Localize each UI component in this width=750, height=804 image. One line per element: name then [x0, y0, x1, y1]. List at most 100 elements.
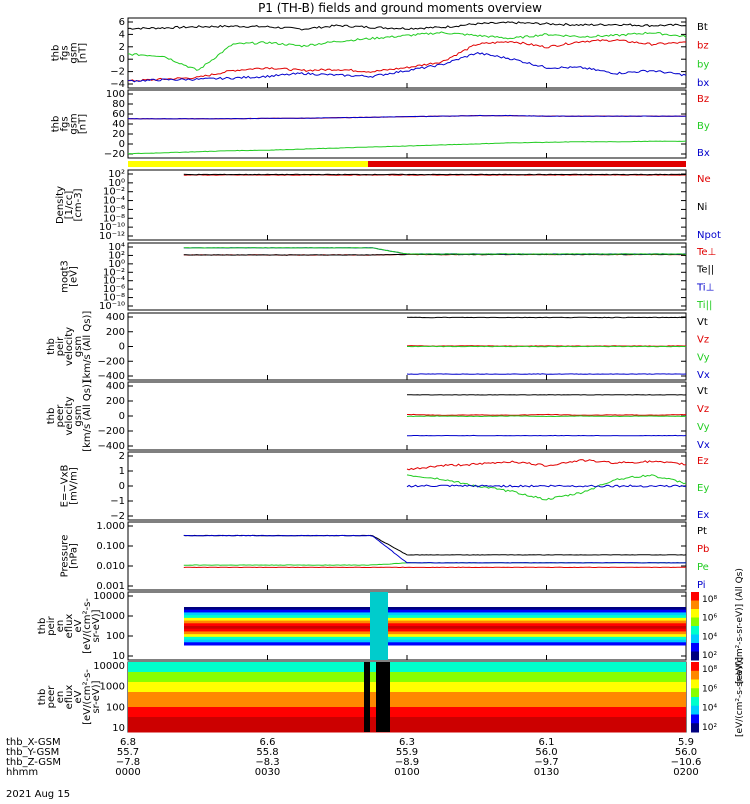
- legend-entry-Vt: Vt: [697, 317, 708, 328]
- panel-8: Pressure[nPa]1.0000.1000.0100.001PtPbPeP…: [60, 521, 710, 592]
- y-tick-label: −20: [104, 149, 125, 160]
- colorbar-tick-label: 10²: [702, 723, 717, 733]
- x-axis-value: 0000: [115, 767, 140, 778]
- axis-label-line: [nT]: [78, 114, 89, 134]
- series-line-Ti||: [184, 248, 686, 255]
- legend-entry-Te⊥: Te⊥: [696, 247, 716, 258]
- legend-entry-Ey: Ey: [697, 483, 709, 494]
- legend-entry-Pi: Pi: [697, 580, 706, 591]
- legend-entry-Te||: Te||: [696, 265, 714, 276]
- spectrogram-gap: [364, 662, 370, 732]
- colorbar-tick-label: 10⁶: [702, 614, 717, 624]
- y-tick-label: 100: [106, 631, 125, 642]
- panel-axis-label: moqt3[eV]: [60, 260, 80, 293]
- y-tick-label: 100: [106, 702, 125, 713]
- legend-entry-Bx: Bx: [697, 148, 710, 159]
- x-axis-value: 0030: [255, 767, 280, 778]
- legend-entry-Vy: Vy: [697, 352, 710, 363]
- legend-entry-Vz: Vz: [697, 335, 709, 346]
- panel-frame: [128, 243, 686, 310]
- legend-entry-Vx: Vx: [697, 440, 710, 451]
- series-line-Bt: [128, 22, 686, 30]
- colorbar-segment: [691, 671, 699, 680]
- legend-entry-bx: bx: [697, 78, 709, 89]
- mode-bar-red: [368, 161, 686, 167]
- colorbar-segment: [691, 680, 699, 689]
- x-axis-row-label: hhmm: [6, 767, 38, 778]
- colorbar-segment: [691, 697, 699, 706]
- y-tick-label: 4: [119, 29, 125, 40]
- y-tick-label: 1000: [100, 682, 125, 693]
- legend-entry-Ez: Ez: [697, 456, 709, 467]
- spectrogram-band: [128, 677, 686, 683]
- colorbar-tick-label: 10⁶: [702, 684, 717, 694]
- spectrogram-band: [128, 707, 686, 713]
- axis-label-line: [km/s (All Qs)]: [82, 380, 93, 452]
- panel-axis-label: Density[1/cc][cm-3]: [55, 186, 84, 224]
- spectrogram: [184, 592, 686, 660]
- axis-label-line: [km/s (All Qs)]: [82, 311, 93, 383]
- colorbar-segment: [691, 688, 699, 697]
- y-tick-label: 200: [106, 396, 125, 407]
- spectrogram-band: [128, 697, 686, 703]
- y-tick-label: −1: [110, 496, 125, 507]
- y-tick-label: 10000: [93, 661, 125, 672]
- spectrogram-band: [184, 642, 686, 645]
- colorbar-segment: [691, 609, 699, 618]
- axis-label-line: [cm-3]: [73, 188, 84, 221]
- spectrogram-gap: [370, 592, 388, 660]
- y-tick-label: −2: [110, 67, 125, 78]
- colorbar-segment: [691, 626, 699, 635]
- colorbar-segment: [691, 652, 699, 661]
- colorbar-segment: [691, 706, 699, 715]
- legend-entry-Ti⊥: Ti⊥: [696, 282, 714, 293]
- y-tick-label: 0.010: [96, 561, 125, 572]
- y-tick-label: 0.100: [96, 541, 125, 552]
- y-tick-label: 6: [119, 17, 125, 28]
- spectrogram-band: [128, 672, 686, 678]
- y-tick-label: 10: [112, 723, 125, 734]
- y-tick-label: 0: [119, 411, 125, 422]
- axis-label-line: [nPa]: [69, 543, 80, 569]
- spectrogram-band: [128, 662, 686, 668]
- y-tick-label: 400: [106, 381, 125, 392]
- y-tick-label: −200: [98, 426, 125, 437]
- legend-entry-Ti||: Ti||: [696, 300, 712, 311]
- y-tick-label: 2: [119, 42, 125, 53]
- panel-frame: [128, 90, 686, 158]
- series-line-Ez: [407, 460, 686, 470]
- panel-group: thbfgsgsm[nT]6420−2−4Btbzbybxthbfgsgsm[n…: [37, 17, 745, 737]
- colorbar-tick-label: 10⁴: [702, 704, 717, 714]
- panel-frame: [128, 18, 686, 88]
- date-label: 2021 Aug 15: [6, 789, 70, 800]
- legend-entry-Vy: Vy: [697, 422, 710, 433]
- x-axis-value: 0100: [394, 767, 419, 778]
- colorbar-tick-label: 10⁸: [702, 665, 717, 675]
- colorbar-tick-label: 10²: [702, 651, 717, 661]
- legend-entry-Ni: Ni: [697, 202, 707, 213]
- y-tick-label: 200: [106, 327, 125, 338]
- legend-entry-Vz: Vz: [697, 404, 709, 415]
- spectrogram-band: [128, 717, 686, 723]
- panel-4: moqt3[eV]10⁴10²10⁰10⁻²10⁻⁴10⁻⁶10⁻⁸10⁻¹⁰T…: [60, 242, 717, 312]
- legend-entry-by: by: [697, 59, 709, 70]
- spectrogram-band: [128, 712, 686, 718]
- panel-frame: [128, 170, 686, 240]
- series-line-Pt: [184, 535, 686, 555]
- colorbar-tick-label: 10⁸: [702, 595, 717, 605]
- y-tick-label: 10⁻¹²: [99, 231, 125, 242]
